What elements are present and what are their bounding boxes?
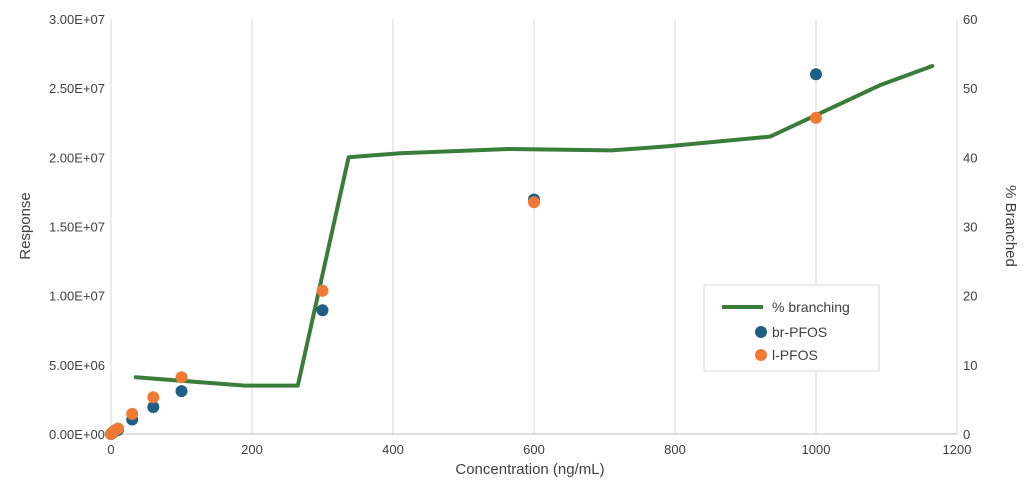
legend-label-l-pfos: l-PFOS bbox=[772, 347, 818, 363]
y-axis-left-ticks: 0.00E+00 5.00E+06 1.00E+07 1.50E+07 2.00E+07… bbox=[49, 12, 105, 442]
data-point-br-pfos bbox=[810, 68, 822, 81]
points-layer bbox=[105, 68, 822, 440]
y-left-tick-label: 5.00E+06 bbox=[49, 358, 105, 373]
data-point-l-pfos bbox=[126, 407, 139, 420]
y-right-tick-label: 20 bbox=[963, 289, 977, 304]
y-left-tick-label: 2.50E+07 bbox=[49, 81, 105, 96]
series-line-branching bbox=[133, 64, 935, 388]
data-point-l-pfos bbox=[316, 284, 329, 297]
x-tick-label: 600 bbox=[523, 442, 545, 457]
data-point-br-pfos bbox=[316, 304, 329, 317]
data-point-br-pfos bbox=[147, 401, 160, 413]
x-tick-label: 800 bbox=[664, 442, 686, 457]
y-left-tick-label: 0.00E+00 bbox=[49, 427, 105, 442]
legend-label-br-pfos: br-PFOS bbox=[772, 324, 827, 340]
legend-swatch-br-pfos bbox=[755, 326, 767, 338]
legend: % branching br-PFOS l-PFOS bbox=[703, 284, 880, 372]
x-tick-label: 400 bbox=[382, 442, 404, 457]
x-axis-ticks: 0 200 400 600 800 1000 1200 bbox=[107, 442, 971, 457]
x-tick-label: 1000 bbox=[802, 442, 831, 457]
y-right-tick-label: 40 bbox=[963, 150, 977, 165]
legend-box bbox=[703, 284, 880, 372]
y-right-tick-label: 50 bbox=[963, 81, 977, 96]
y-left-tick-label: 3.00E+07 bbox=[49, 12, 105, 27]
y-right-tick-label: 60 bbox=[963, 12, 977, 27]
data-point-l-pfos bbox=[147, 391, 160, 404]
y-left-tick-label: 1.50E+07 bbox=[49, 220, 105, 235]
y-right-tick-label: 10 bbox=[963, 358, 977, 373]
y-right-tick-label: 30 bbox=[963, 220, 977, 235]
y-left-tick-label: 2.00E+07 bbox=[49, 150, 105, 165]
x-tick-label: 0 bbox=[107, 442, 114, 457]
x-tick-label: 200 bbox=[241, 442, 263, 457]
y-axis-left-title: Response bbox=[17, 192, 34, 260]
y-axis-right-ticks: 0 10 20 30 40 50 60 bbox=[963, 12, 977, 442]
y-left-tick-label: 1.00E+07 bbox=[49, 289, 105, 304]
data-point-l-pfos bbox=[528, 196, 540, 209]
legend-swatch-l-pfos bbox=[755, 349, 767, 361]
branching-line-layer bbox=[133, 64, 935, 388]
data-point-l-pfos bbox=[810, 111, 822, 124]
y-right-tick-label: 0 bbox=[963, 427, 970, 442]
legend-label-branching: % branching bbox=[772, 299, 850, 315]
data-point-br-pfos bbox=[175, 385, 188, 398]
x-axis-title: Concentration (ng/mL) bbox=[455, 461, 604, 478]
x-tick-label: 1200 bbox=[943, 442, 972, 457]
data-point-l-pfos bbox=[112, 422, 124, 435]
data-point-l-pfos bbox=[175, 371, 188, 384]
y-axis-right-title: % Branched bbox=[1002, 185, 1019, 267]
gridlines bbox=[110, 19, 958, 434]
